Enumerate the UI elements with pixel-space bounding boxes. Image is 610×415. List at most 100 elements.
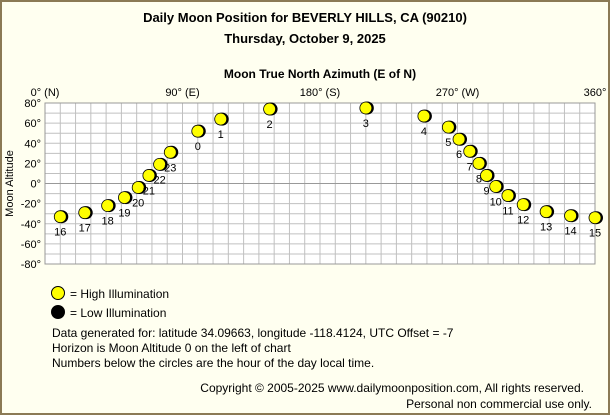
moon-point: 8 <box>472 156 487 185</box>
plot-border <box>44 102 596 265</box>
moon-point-hour-label: 15 <box>589 228 601 240</box>
page-date: Thursday, October 9, 2025 <box>224 31 386 46</box>
moon-point-hour-label: 11 <box>502 206 513 218</box>
moon-point-hour-label: 4 <box>421 126 427 138</box>
moon-point: 5 <box>441 120 457 149</box>
moon-point-marker <box>539 205 553 219</box>
moon-point: 10 <box>489 180 504 209</box>
moon-point-hour-label: 10 <box>490 197 502 209</box>
moon-point-hour-label: 22 <box>153 174 165 186</box>
moon-point-marker <box>441 120 455 134</box>
moon-point: 14 <box>564 209 579 238</box>
usage-notice: Personal non commercial use only. <box>406 397 592 411</box>
moon-point-hour-label: 2 <box>267 119 273 131</box>
moon-point: 12 <box>516 198 532 227</box>
moon-point-marker <box>472 156 486 170</box>
moon-point-marker <box>214 112 228 126</box>
info-location: Data generated for: latitude 34.09663, l… <box>52 326 454 340</box>
moon-point: 6 <box>452 132 468 161</box>
x-tick-label: 270° (W) <box>436 87 480 99</box>
x-axis-title: Moon True North Azimuth (E of N) <box>224 67 416 81</box>
moon-point-hour-label: 7 <box>467 161 473 173</box>
moon-point: 1 <box>214 112 229 141</box>
page-title: Daily Moon Position for BEVERLY HILLS, C… <box>143 10 467 25</box>
moon-point: 0 <box>191 124 206 153</box>
moon-point-marker <box>53 210 67 224</box>
moon-point-hour-label: 17 <box>79 223 91 235</box>
moon-point-hour-label: 19 <box>118 208 130 220</box>
moon-point-marker <box>131 181 145 194</box>
moon-point: 13 <box>539 205 555 234</box>
x-tick-label: 90° (E) <box>165 87 199 99</box>
moon-position-chart: Moon True North Azimuth (E of N)0° (N) 90… <box>4 67 607 271</box>
moon-point-marker <box>101 199 115 213</box>
y-tick-label: -60° <box>21 239 41 251</box>
moon-point-marker <box>463 144 477 158</box>
y-axis-title: Moon Altitude <box>4 150 16 217</box>
moon-point: 21 <box>142 168 157 197</box>
moon-point-hour-label: 13 <box>540 222 552 234</box>
legend-high-label: = High Illumination <box>70 287 170 301</box>
moon-point: 22 <box>153 157 168 186</box>
moon-point: 20 <box>131 181 147 210</box>
moon-point-marker <box>501 189 515 202</box>
moon-point: 9 <box>480 168 495 197</box>
moon-point: 23 <box>163 145 179 174</box>
moon-point-marker <box>564 209 577 223</box>
moon-point-marker <box>588 211 602 225</box>
moon-point-marker <box>118 191 131 204</box>
moon-point-marker <box>191 124 205 138</box>
moon-point: 4 <box>417 109 432 138</box>
moon-point: 7 <box>463 144 478 173</box>
moon-point-hour-label: 21 <box>143 185 155 197</box>
moon-point-hour-label: 8 <box>476 173 482 185</box>
y-tick-label: 0° <box>30 179 41 191</box>
moon-point-hour-label: 14 <box>564 226 576 238</box>
moon-point-hour-label: 6 <box>456 149 462 161</box>
moon-point-marker <box>163 145 177 159</box>
moon-point-hour-label: 0 <box>195 141 201 153</box>
moon-point: 3 <box>359 101 374 130</box>
moon-point-hour-label: 12 <box>517 215 529 227</box>
y-tick-label: 20° <box>24 158 41 170</box>
moon-point-marker <box>78 206 92 220</box>
moon-point: 2 <box>263 102 278 131</box>
moon-point-hour-label: 16 <box>54 227 66 239</box>
moon-point: 11 <box>501 189 516 218</box>
legend-low-label: = Low Illumination <box>70 306 167 320</box>
moon-point-hour-label: 3 <box>363 118 369 130</box>
moon-point-marker <box>359 101 373 115</box>
copyright: Copyright © 2005-2025 www.dailymoonposit… <box>200 381 584 395</box>
y-tick-label: 80° <box>24 98 41 110</box>
moon-point-hour-label: 1 <box>218 129 224 141</box>
moon-point-hour-label: 9 <box>483 185 489 197</box>
y-tick-label: 60° <box>24 118 41 130</box>
moon-point: 17 <box>78 206 93 235</box>
moon-point: 16 <box>53 210 69 239</box>
moon-point-marker <box>263 102 276 116</box>
info-horizon: Horizon is Moon Altitude 0 on the left o… <box>52 341 291 355</box>
high-illumination-icon <box>51 286 65 300</box>
y-tick-label: 40° <box>24 138 41 150</box>
moon-point-marker <box>516 198 530 212</box>
y-tick-label: -40° <box>21 219 41 231</box>
moon-point: 18 <box>101 199 116 228</box>
y-tick-label: -80° <box>21 259 41 271</box>
moon-point-hour-label: 20 <box>132 198 144 210</box>
moon-point-marker <box>142 169 156 182</box>
moon-point-hour-label: 18 <box>102 216 114 228</box>
x-tick-label: 360° <box>584 87 607 99</box>
moon-point: 19 <box>118 191 133 220</box>
moon-point-hour-label: 23 <box>164 162 176 174</box>
moon-point-marker <box>480 169 493 182</box>
moon-point-marker <box>153 157 166 171</box>
info-hours: Numbers below the circles are the hour o… <box>52 356 375 370</box>
x-tick-label: 180° (S) <box>300 87 340 99</box>
y-tick-label: -20° <box>21 199 41 211</box>
moon-point: 15 <box>588 211 603 240</box>
moon-point-marker <box>452 132 466 146</box>
low-illumination-icon <box>51 305 65 319</box>
moon-point-hour-label: 5 <box>445 137 451 149</box>
moon-point-marker <box>417 109 431 123</box>
moon-point-marker <box>489 180 503 193</box>
